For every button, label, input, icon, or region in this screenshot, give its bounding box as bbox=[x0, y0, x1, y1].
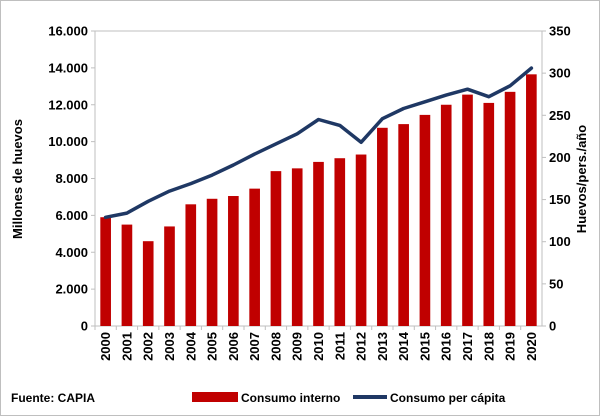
bar-2011 bbox=[334, 158, 346, 326]
right-tick-label: 50 bbox=[549, 276, 563, 291]
right-axis-title: Huevos/pers./año bbox=[574, 125, 589, 233]
right-tick-label: 100 bbox=[549, 234, 571, 249]
source-note: Fuente: CAPIA bbox=[11, 391, 95, 405]
left-tick-label: 10.000 bbox=[48, 134, 88, 149]
right-tick-label: 250 bbox=[549, 108, 571, 123]
bar-2003 bbox=[164, 226, 175, 326]
x-tick-label-2011: 2011 bbox=[332, 332, 347, 360]
bar-2016 bbox=[440, 104, 452, 326]
x-tick-label-2010: 2010 bbox=[311, 332, 326, 361]
left-tick-label: 6.000 bbox=[55, 208, 88, 223]
left-tick-label: 16.000 bbox=[48, 24, 88, 39]
x-tick-label-2017: 2017 bbox=[460, 332, 475, 361]
x-tick-label-2007: 2007 bbox=[247, 332, 262, 361]
x-tick-label-2000: 2000 bbox=[98, 332, 113, 361]
bar-2007 bbox=[249, 188, 260, 326]
left-tick-label: 2.000 bbox=[55, 282, 88, 297]
bar-series bbox=[100, 74, 537, 326]
x-tick-label-2012: 2012 bbox=[354, 332, 369, 361]
x-tick-label-2004: 2004 bbox=[183, 331, 198, 361]
bar-2006 bbox=[228, 196, 239, 326]
bar-2000 bbox=[100, 217, 111, 326]
x-tick-label-2006: 2006 bbox=[226, 332, 241, 361]
bar-2017 bbox=[462, 94, 473, 326]
bar-2001 bbox=[121, 224, 133, 326]
bar-2012 bbox=[355, 154, 367, 326]
bar-2008 bbox=[270, 171, 282, 326]
x-tick-label-2015: 2015 bbox=[417, 332, 432, 361]
bar-2009 bbox=[291, 168, 303, 326]
x-tick-label-2019: 2019 bbox=[503, 332, 518, 361]
x-tick-label-2009: 2009 bbox=[290, 332, 305, 361]
left-tick-label: 14.000 bbox=[48, 60, 88, 75]
bar-2015 bbox=[419, 114, 431, 326]
right-tick-label: 150 bbox=[549, 192, 571, 207]
x-tick-label-2002: 2002 bbox=[141, 332, 156, 361]
x-axis-ticks: 2000 2001 2002 2003 2004 2005 2006 2007 2008 2009… bbox=[94, 326, 539, 361]
left-axis-ticks: 0 2.000 4.000 6.000 8.000 10.000 12.000 14.000 1… bbox=[48, 24, 95, 334]
bar-2002 bbox=[142, 241, 154, 326]
bar-2010 bbox=[313, 161, 324, 326]
left-tick-label: 0 bbox=[81, 319, 88, 334]
x-tick-label-2005: 2005 bbox=[205, 332, 220, 361]
line-per-capita bbox=[103, 66, 534, 220]
legend-bar-swatch bbox=[192, 392, 238, 402]
right-axis-ticks: 0 50 100 150 200 250 300 350 bbox=[542, 24, 571, 334]
legend-label-line: Consumo per cápita bbox=[390, 391, 506, 405]
right-tick-label: 300 bbox=[549, 66, 571, 81]
left-tick-label: 4.000 bbox=[55, 245, 88, 260]
left-axis-title: Millones de huevos bbox=[10, 119, 25, 239]
line-series bbox=[103, 66, 534, 220]
right-tick-label: 0 bbox=[549, 319, 556, 334]
x-tick-label-2020: 2020 bbox=[524, 332, 539, 361]
bar-2005 bbox=[206, 198, 218, 326]
legend-label-bars: Consumo interno bbox=[241, 391, 340, 405]
x-tick-label-2001: 2001 bbox=[119, 332, 134, 361]
left-tick-label: 8.000 bbox=[55, 171, 88, 186]
x-tick-label-2013: 2013 bbox=[375, 332, 390, 361]
x-tick-label-2016: 2016 bbox=[439, 332, 454, 361]
bar-2014 bbox=[398, 124, 409, 326]
legend: Consumo interno Consumo per cápita bbox=[192, 391, 506, 405]
left-tick-label: 12.000 bbox=[48, 97, 88, 112]
bar-2004 bbox=[185, 204, 197, 326]
right-tick-label: 200 bbox=[549, 150, 571, 165]
x-tick-label-2003: 2003 bbox=[162, 332, 177, 361]
x-tick-label-2008: 2008 bbox=[268, 332, 283, 361]
x-tick-label-2014: 2014 bbox=[396, 331, 411, 361]
bar-2018 bbox=[483, 102, 495, 326]
bar-2020 bbox=[526, 74, 537, 326]
right-tick-label: 350 bbox=[549, 24, 571, 39]
x-tick-label-2018: 2018 bbox=[481, 332, 496, 361]
bar-2013 bbox=[377, 127, 388, 326]
bar-2019 bbox=[504, 91, 516, 326]
